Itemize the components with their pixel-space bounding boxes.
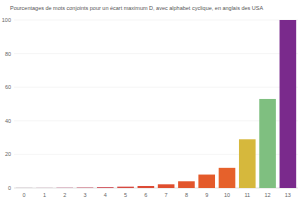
y-tick-label: 60: [5, 84, 11, 90]
bar: [280, 20, 297, 188]
x-tick-label: 9: [205, 192, 208, 198]
bar: [198, 175, 215, 188]
y-tick-label: 100: [2, 17, 11, 23]
x-tick-label: 7: [165, 192, 168, 198]
x-tick-label: 6: [144, 192, 147, 198]
bar: [56, 187, 73, 188]
x-tick-label: 1: [43, 192, 46, 198]
bar: [97, 187, 114, 188]
y-tick-label: 0: [8, 185, 11, 191]
title: Pourcentages de mots conjoints pour un é…: [10, 5, 263, 11]
x-tick-label: 2: [63, 192, 66, 198]
y-tick-label: 40: [5, 118, 11, 124]
bar: [158, 184, 175, 188]
bar: [16, 187, 33, 188]
x-tick-label: 8: [185, 192, 188, 198]
bar: [259, 99, 276, 188]
x-tick-label: 10: [224, 192, 230, 198]
grid-line: [14, 53, 298, 54]
bar: [36, 187, 53, 188]
x-tick-label: 12: [265, 192, 271, 198]
grid-line: [14, 87, 298, 88]
bar: [138, 186, 155, 188]
y-tick-label: 20: [5, 151, 11, 157]
x-tick-label: 5: [124, 192, 127, 198]
grid-line: [14, 20, 298, 21]
bar: [117, 187, 134, 188]
bar: [178, 181, 195, 188]
x-tick-label: 11: [244, 192, 250, 198]
y-tick-label: 80: [5, 51, 11, 57]
chart: Pourcentages de mots conjoints pour un é…: [0, 0, 300, 200]
bar: [219, 168, 236, 188]
bars: [16, 20, 296, 188]
grid-line: [14, 120, 298, 121]
x-tick-label: 3: [83, 192, 86, 198]
x-tick-label: 13: [285, 192, 291, 198]
x-tick-label: 0: [23, 192, 26, 198]
grid: [14, 20, 298, 188]
x-tick-label: 4: [104, 192, 107, 198]
bar: [77, 187, 94, 188]
bar: [239, 139, 256, 188]
